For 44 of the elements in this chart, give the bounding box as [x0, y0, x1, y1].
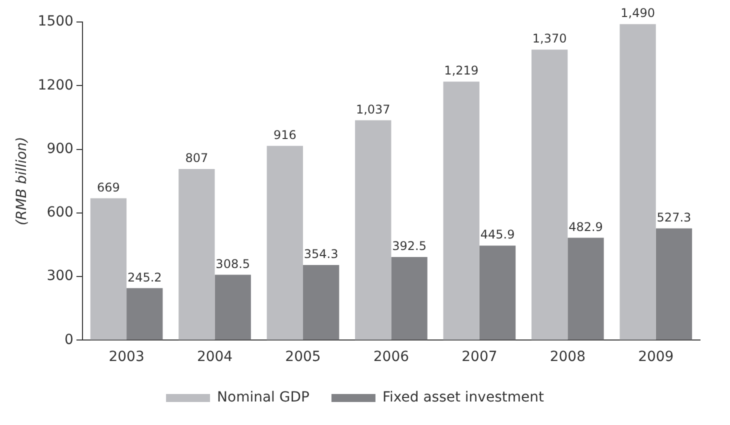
data-label: 807 — [185, 151, 208, 166]
data-label: 1,219 — [444, 64, 479, 78]
legend-label: Fixed asset investment — [382, 390, 544, 406]
y-axis-title: (RMB billion) — [14, 136, 30, 226]
x-tick-label: 2008 — [550, 349, 586, 366]
bar — [656, 228, 692, 340]
data-label: 1,490 — [620, 6, 655, 20]
bar — [391, 256, 428, 340]
bar — [90, 198, 127, 340]
x-tick-label: 2009 — [638, 349, 674, 366]
legend-label: Nominal GDP — [217, 390, 310, 406]
data-label: 308.5 — [216, 256, 250, 271]
y-tick-label: 1200 — [38, 77, 74, 94]
x-tick-label: 2005 — [285, 349, 321, 366]
bar — [479, 246, 516, 340]
bar — [266, 146, 303, 340]
bar — [126, 288, 163, 340]
data-label: 916 — [273, 128, 296, 142]
bar — [178, 169, 215, 340]
y-tick-label: 300 — [46, 268, 74, 284]
bar — [355, 120, 392, 340]
data-label: 1,037 — [356, 102, 390, 116]
data-label: 245.2 — [127, 270, 162, 284]
y-tick-label: 1500 — [38, 14, 74, 30]
x-tick-label: 2003 — [108, 349, 144, 366]
data-label: 445.9 — [480, 228, 515, 242]
data-label: 392.5 — [392, 239, 426, 254]
bar — [620, 24, 656, 340]
data-label: 669 — [97, 180, 120, 194]
bar — [531, 50, 568, 340]
data-label: 1,370 — [532, 32, 567, 46]
bar — [568, 238, 604, 340]
bar — [214, 274, 251, 340]
data-label: 482.9 — [568, 220, 603, 234]
y-tick-label: 0 — [64, 332, 74, 348]
bar — [443, 82, 480, 340]
x-tick-label: 2006 — [373, 349, 410, 366]
x-tick-label: 2004 — [196, 349, 233, 366]
y-tick-label: 600 — [46, 204, 74, 221]
x-tick-label: 2007 — [462, 349, 498, 366]
data-label: 527.3 — [656, 210, 692, 224]
data-label: 354.3 — [304, 247, 338, 262]
bar — [302, 265, 340, 340]
y-tick-label: 900 — [46, 140, 74, 157]
